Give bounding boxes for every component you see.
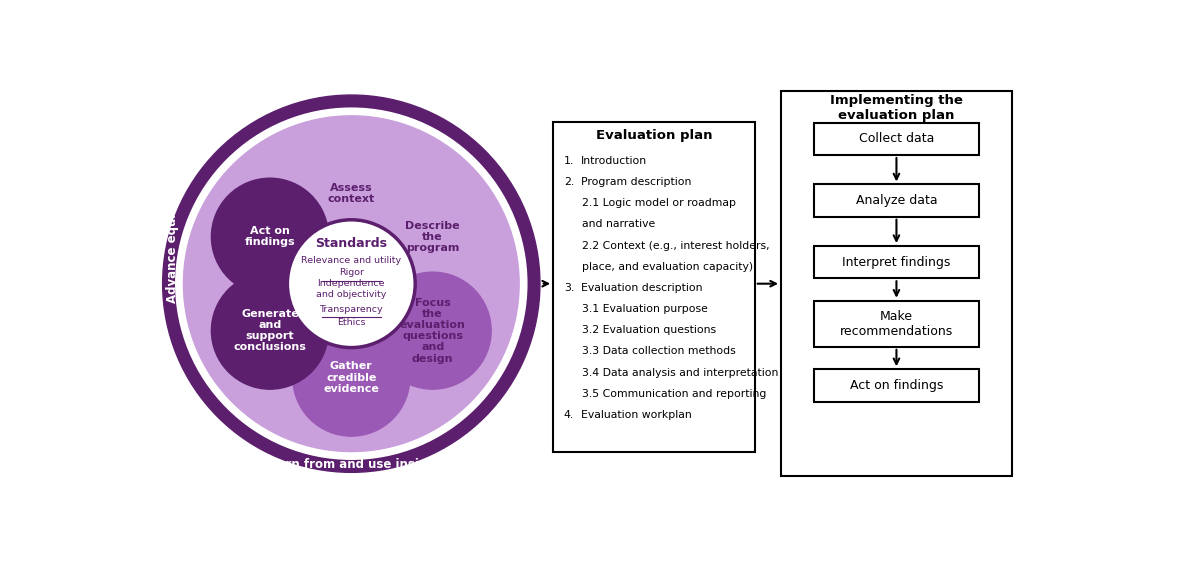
Text: Evaluation workplan: Evaluation workplan <box>581 410 692 420</box>
Text: evaluation: evaluation <box>399 320 466 330</box>
Text: Ethics: Ethics <box>337 319 365 328</box>
Circle shape <box>211 272 328 389</box>
Circle shape <box>293 319 410 436</box>
Text: credible: credible <box>326 373 377 383</box>
Text: Transparency: Transparency <box>320 305 383 314</box>
Text: Independence
and objectivity: Independence and objectivity <box>316 279 386 299</box>
Text: place, and evaluation capacity): place, and evaluation capacity) <box>582 262 754 272</box>
Text: Analyze data: Analyze data <box>856 194 937 207</box>
FancyBboxPatch shape <box>553 122 755 452</box>
Text: design: design <box>412 353 454 364</box>
Text: Learn from and use insights: Learn from and use insights <box>262 458 448 471</box>
Text: Program description: Program description <box>581 177 691 187</box>
Circle shape <box>162 95 540 472</box>
Text: Describe: Describe <box>405 220 460 231</box>
Circle shape <box>175 108 527 459</box>
Text: 3.5 Communication and reporting: 3.5 Communication and reporting <box>582 389 767 399</box>
Text: evidence: evidence <box>324 384 379 394</box>
Text: support: support <box>245 331 294 341</box>
Text: Make
recommendations: Make recommendations <box>840 310 953 338</box>
Text: 3.: 3. <box>564 283 574 293</box>
Text: 2.2 Context (e.g., interest holders,: 2.2 Context (e.g., interest holders, <box>582 241 770 251</box>
Text: 2.1 Logic model or roadmap: 2.1 Logic model or roadmap <box>582 198 736 208</box>
Text: 3.2 Evaluation questions: 3.2 Evaluation questions <box>582 325 717 335</box>
Circle shape <box>374 272 491 389</box>
FancyBboxPatch shape <box>814 246 979 278</box>
Text: and narrative: and narrative <box>582 219 655 229</box>
Text: program: program <box>406 243 460 253</box>
Text: Evaluation plan: Evaluation plan <box>596 130 712 142</box>
Circle shape <box>288 220 415 348</box>
Circle shape <box>374 178 491 295</box>
Text: Standards: Standards <box>315 237 387 250</box>
Text: Collect data: Collect data <box>859 132 934 145</box>
Text: Act on: Act on <box>250 226 290 236</box>
Text: Interpret findings: Interpret findings <box>843 256 950 269</box>
Text: Implementing the
evaluation plan: Implementing the evaluation plan <box>830 94 963 122</box>
Text: context: context <box>328 194 374 204</box>
Text: Relevance and utility: Relevance and utility <box>301 256 402 265</box>
Text: 1.: 1. <box>564 156 574 166</box>
Circle shape <box>211 178 328 295</box>
Text: Evaluation description: Evaluation description <box>581 283 703 293</box>
Circle shape <box>293 131 410 249</box>
Text: conclusions: conclusions <box>233 342 307 352</box>
Text: Act on findings: Act on findings <box>850 379 943 392</box>
Text: Introduction: Introduction <box>581 156 647 166</box>
Text: the: the <box>422 309 443 319</box>
Text: Focus: Focus <box>415 298 450 308</box>
Text: Engage collaboratively: Engage collaboratively <box>437 89 545 213</box>
Text: 3.1 Evaluation purpose: 3.1 Evaluation purpose <box>582 304 709 314</box>
FancyBboxPatch shape <box>781 91 1012 476</box>
FancyBboxPatch shape <box>814 301 979 347</box>
Text: Advance equity: Advance equity <box>166 200 179 302</box>
Text: 4.: 4. <box>564 410 574 420</box>
Text: Gather: Gather <box>329 361 372 371</box>
Text: and: and <box>421 342 444 352</box>
Text: 3.4 Data analysis and interpretation: 3.4 Data analysis and interpretation <box>582 367 779 378</box>
Text: 3.3 Data collection methods: 3.3 Data collection methods <box>582 347 736 356</box>
FancyBboxPatch shape <box>814 185 979 217</box>
Text: and: and <box>258 320 282 330</box>
FancyBboxPatch shape <box>814 123 979 155</box>
Text: findings: findings <box>244 237 295 247</box>
Text: 2.: 2. <box>564 177 574 187</box>
Circle shape <box>184 116 519 452</box>
Text: Rigor: Rigor <box>339 268 364 277</box>
Text: Assess: Assess <box>329 183 372 193</box>
Text: the: the <box>422 232 443 242</box>
Text: Generate: Generate <box>241 309 299 319</box>
Text: questions: questions <box>402 331 463 341</box>
FancyBboxPatch shape <box>814 369 979 402</box>
